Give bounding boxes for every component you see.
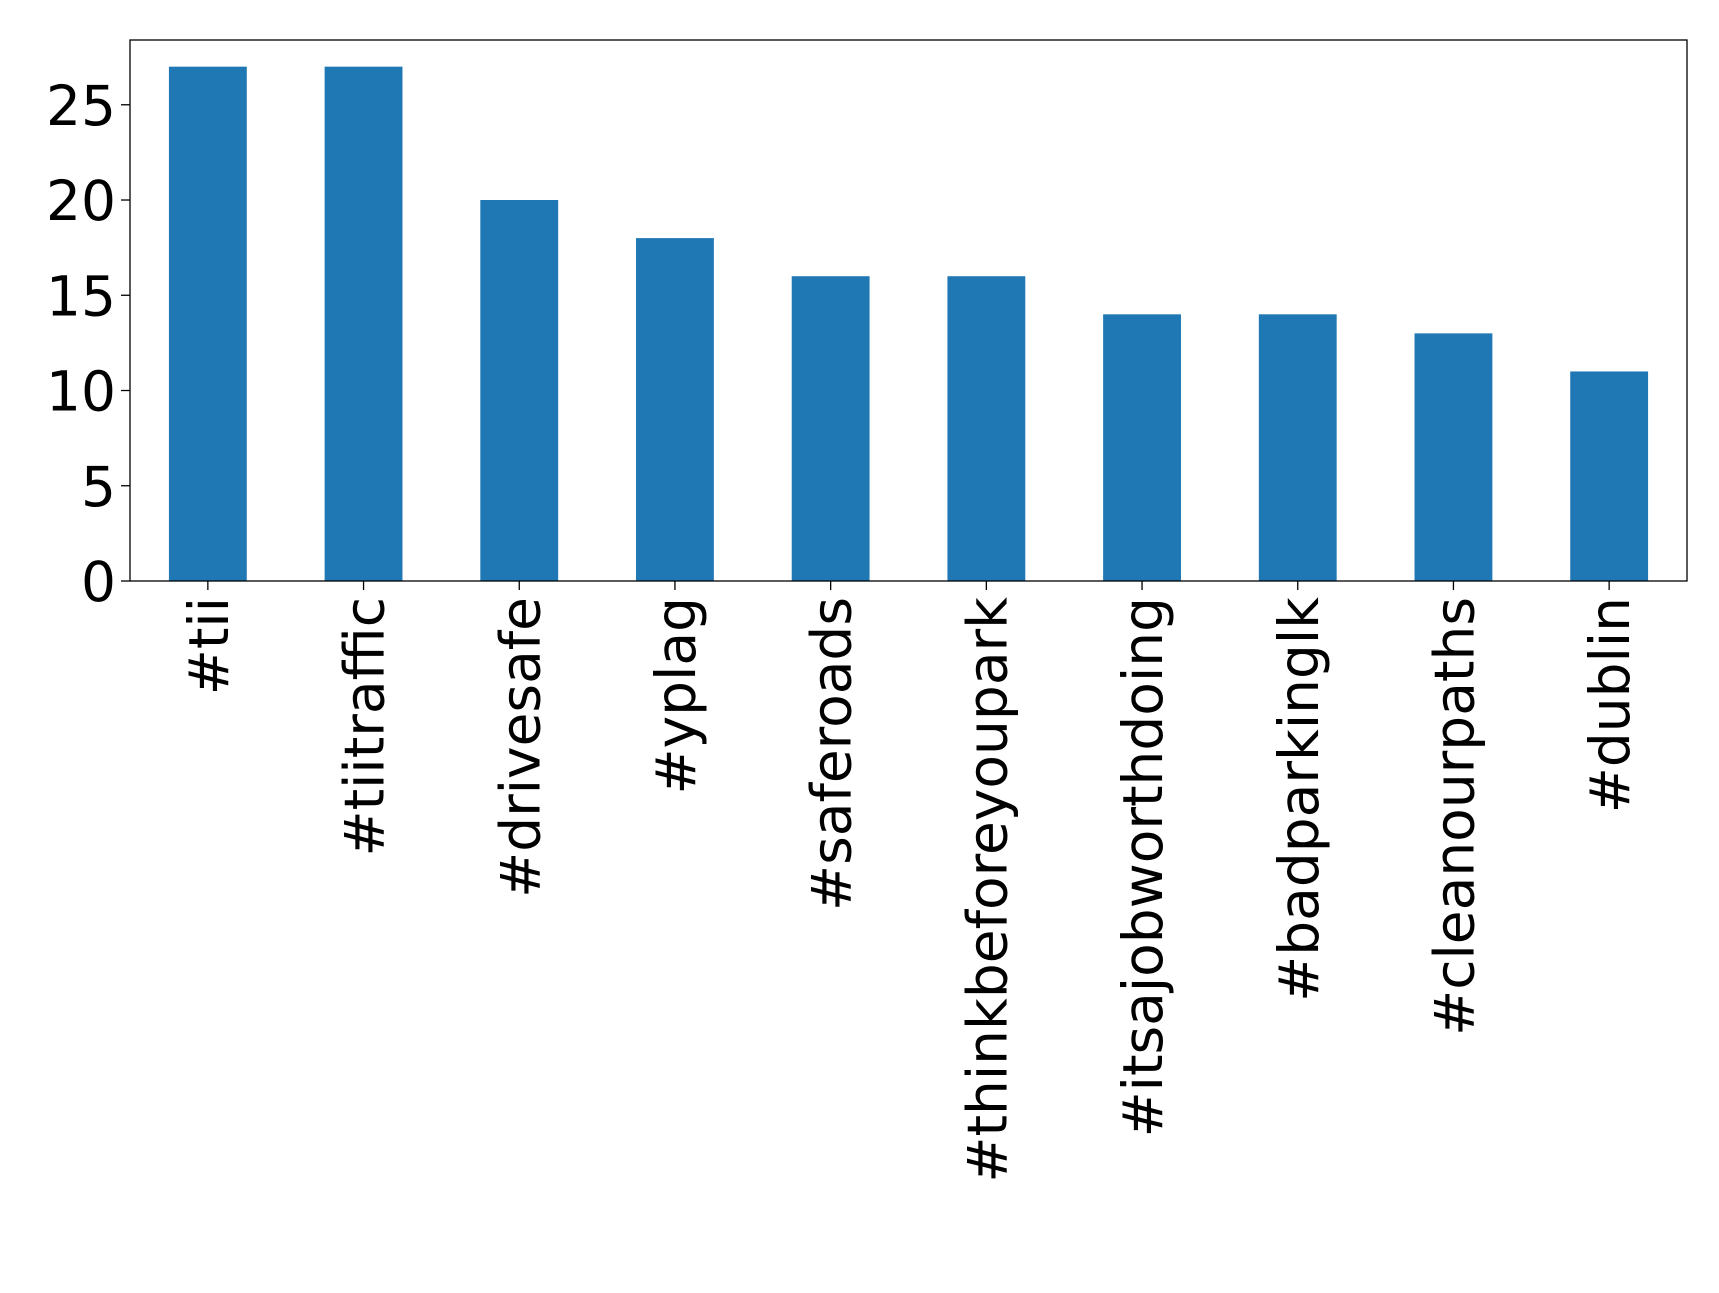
bar <box>1414 333 1493 581</box>
bar <box>324 66 403 582</box>
y-tick-label: 10 <box>46 360 116 424</box>
bar <box>480 200 559 581</box>
y-tick-label: 15 <box>46 264 116 328</box>
x-tick-label: #badparkinglk <box>1267 597 1331 1002</box>
bar <box>1258 314 1337 581</box>
y-tick-label: 5 <box>81 455 116 519</box>
bar <box>1103 314 1181 581</box>
x-tick-label: #drivesafe <box>488 597 552 898</box>
y-tick-label: 0 <box>81 550 116 614</box>
x-tick-label: #itsajobworthdoing <box>1111 597 1175 1137</box>
bar <box>947 276 1026 581</box>
plot-frame <box>129 39 1688 582</box>
bar <box>791 276 870 581</box>
y-tick-label: 25 <box>46 74 116 138</box>
y-tick-label: 20 <box>46 169 116 233</box>
x-tick-label: #yplag <box>644 597 708 794</box>
x-tick-label: #tii <box>177 597 241 695</box>
x-tick-label: #tiitraffic <box>333 597 397 857</box>
bar <box>636 238 714 581</box>
bar <box>168 66 247 582</box>
x-tick-label: #cleanourpaths <box>1422 597 1486 1036</box>
x-tick-label: #dublin <box>1578 597 1642 813</box>
x-tick-label: #thinkbeforeyoupark <box>955 597 1019 1183</box>
x-tick-label: #saferoads <box>800 597 864 911</box>
bar <box>1570 371 1649 581</box>
